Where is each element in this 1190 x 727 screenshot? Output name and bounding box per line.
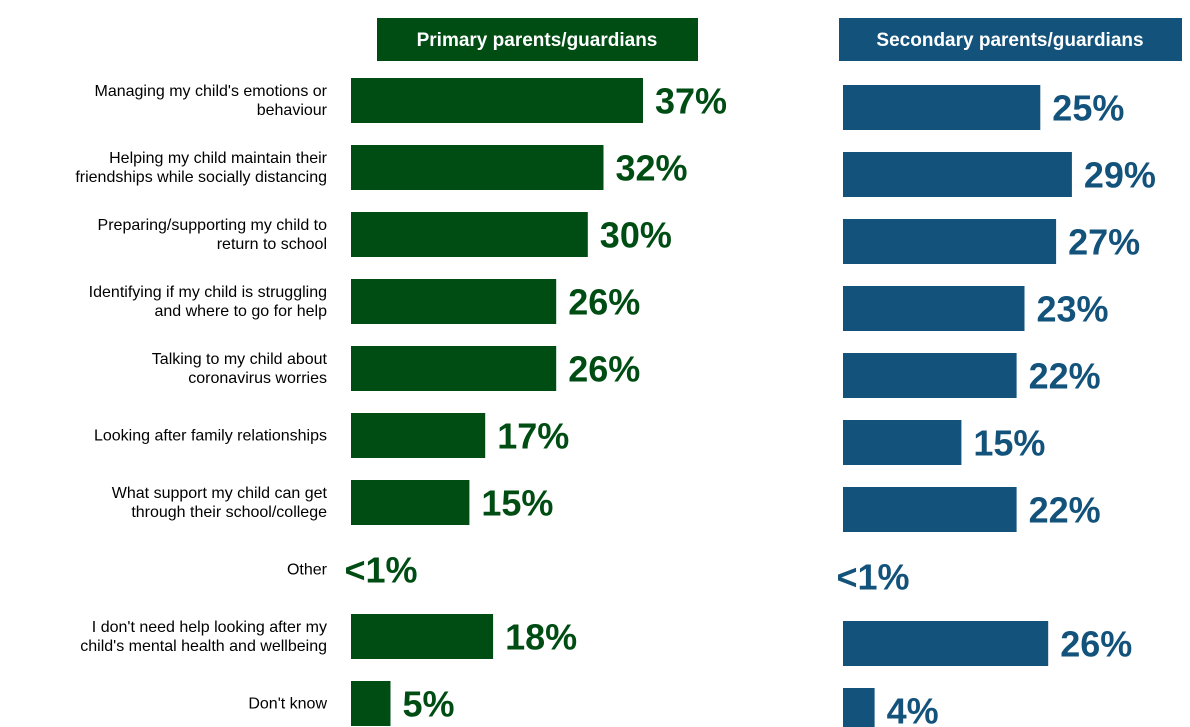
primary-header-bg: [377, 18, 698, 61]
secondary-header-bg: [839, 18, 1182, 61]
primary-value-label: 5%: [403, 684, 455, 725]
secondary-header: Secondary parents/guardians: [876, 30, 1143, 51]
primary-value-label: 15%: [481, 483, 553, 524]
bars: [351, 78, 1072, 727]
category-label-line: Managing my child's emotions or: [95, 83, 328, 100]
category-label: Preparing/supporting my child to return t…: [98, 217, 328, 253]
category-label-line: I don't need help looking after my: [92, 619, 327, 636]
category-label-line: Identifying if my child is struggling: [89, 284, 327, 301]
secondary-value-label: 29%: [1084, 155, 1156, 196]
primary-value-label: 26%: [568, 282, 640, 323]
category-label: Talking to my child about coronavirus wor…: [152, 351, 328, 387]
panel-headers: Primary parents/guardians Secondary pare…: [377, 18, 1182, 61]
category-label-line: Preparing/supporting my child to: [98, 217, 328, 234]
category-label-line: Don't know: [248, 696, 327, 713]
secondary-value-label: 15%: [973, 423, 1045, 464]
category-label: Don't know: [248, 696, 327, 713]
secondary-bar: [843, 85, 1041, 130]
category-label-line: child's mental health and wellbeing: [80, 638, 327, 655]
secondary-value-label: 4%: [887, 691, 939, 727]
secondary-bar: [843, 487, 1017, 532]
primary-bar: [351, 614, 494, 659]
primary-bar: [351, 145, 604, 190]
category-label: Helping my child maintain their friendshi…: [75, 150, 327, 186]
primary-value-label: 30%: [600, 215, 672, 256]
primary-bar: [351, 78, 643, 123]
secondary-bar: [843, 286, 1025, 331]
secondary-value-label: 22%: [1029, 490, 1101, 531]
category-label-line: and where to go for help: [154, 303, 327, 320]
category-label: Identifying if my child is struggling and…: [89, 284, 327, 320]
primary-value-label: 18%: [505, 617, 577, 658]
category-label-line: friendships while socially distancing: [75, 169, 327, 186]
category-label: Other: [287, 562, 328, 579]
category-label-line: Looking after family relationships: [94, 428, 327, 445]
category-label-line: Helping my child maintain their: [109, 150, 328, 167]
category-label: Looking after family relationships: [94, 428, 327, 445]
category-label-line: coronavirus worries: [188, 370, 327, 387]
primary-value-label: <1%: [344, 550, 417, 591]
secondary-bar: [843, 688, 875, 727]
primary-value-label: 17%: [497, 416, 569, 457]
category-label: What support my child can get through the…: [112, 485, 328, 521]
primary-bar: [351, 681, 391, 726]
category-labels: Managing my child's emotions or behaviour…: [75, 83, 327, 713]
secondary-bar: [843, 152, 1072, 197]
primary-header: Primary parents/guardians: [417, 30, 658, 51]
secondary-bar: [843, 420, 962, 465]
category-label-line: Talking to my child about: [152, 351, 328, 368]
category-label-line: through their school/college: [131, 504, 327, 521]
primary-bar: [351, 413, 486, 458]
primary-bar: [351, 346, 557, 391]
category-label-line: Other: [287, 562, 328, 579]
primary-bar: [351, 212, 588, 257]
secondary-bar: [843, 621, 1049, 666]
primary-value-label: 37%: [655, 81, 727, 122]
value-labels: 37% 32% 30% 26% 26% 17% 15% <1% 18% 5% 25% 29% 27% 23…: [344, 81, 1155, 727]
category-label-line: behaviour: [257, 102, 328, 119]
secondary-value-label: 23%: [1037, 289, 1109, 330]
primary-bar: [351, 279, 557, 324]
primary-value-label: 26%: [568, 349, 640, 390]
secondary-value-label: 25%: [1052, 88, 1124, 129]
category-label-line: What support my child can get: [112, 485, 328, 502]
secondary-value-label: 26%: [1060, 624, 1132, 665]
primary-bar: [351, 480, 470, 525]
secondary-bar: [843, 219, 1057, 264]
category-label-line: return to school: [217, 236, 327, 253]
secondary-value-label: <1%: [836, 557, 909, 598]
primary-value-label: 32%: [616, 148, 688, 189]
category-label: I don't need help looking after my child'…: [80, 619, 327, 655]
secondary-bar: [843, 353, 1017, 398]
category-label: Managing my child's emotions or behaviour: [95, 83, 328, 119]
secondary-value-label: 27%: [1068, 222, 1140, 263]
secondary-value-label: 22%: [1029, 356, 1101, 397]
